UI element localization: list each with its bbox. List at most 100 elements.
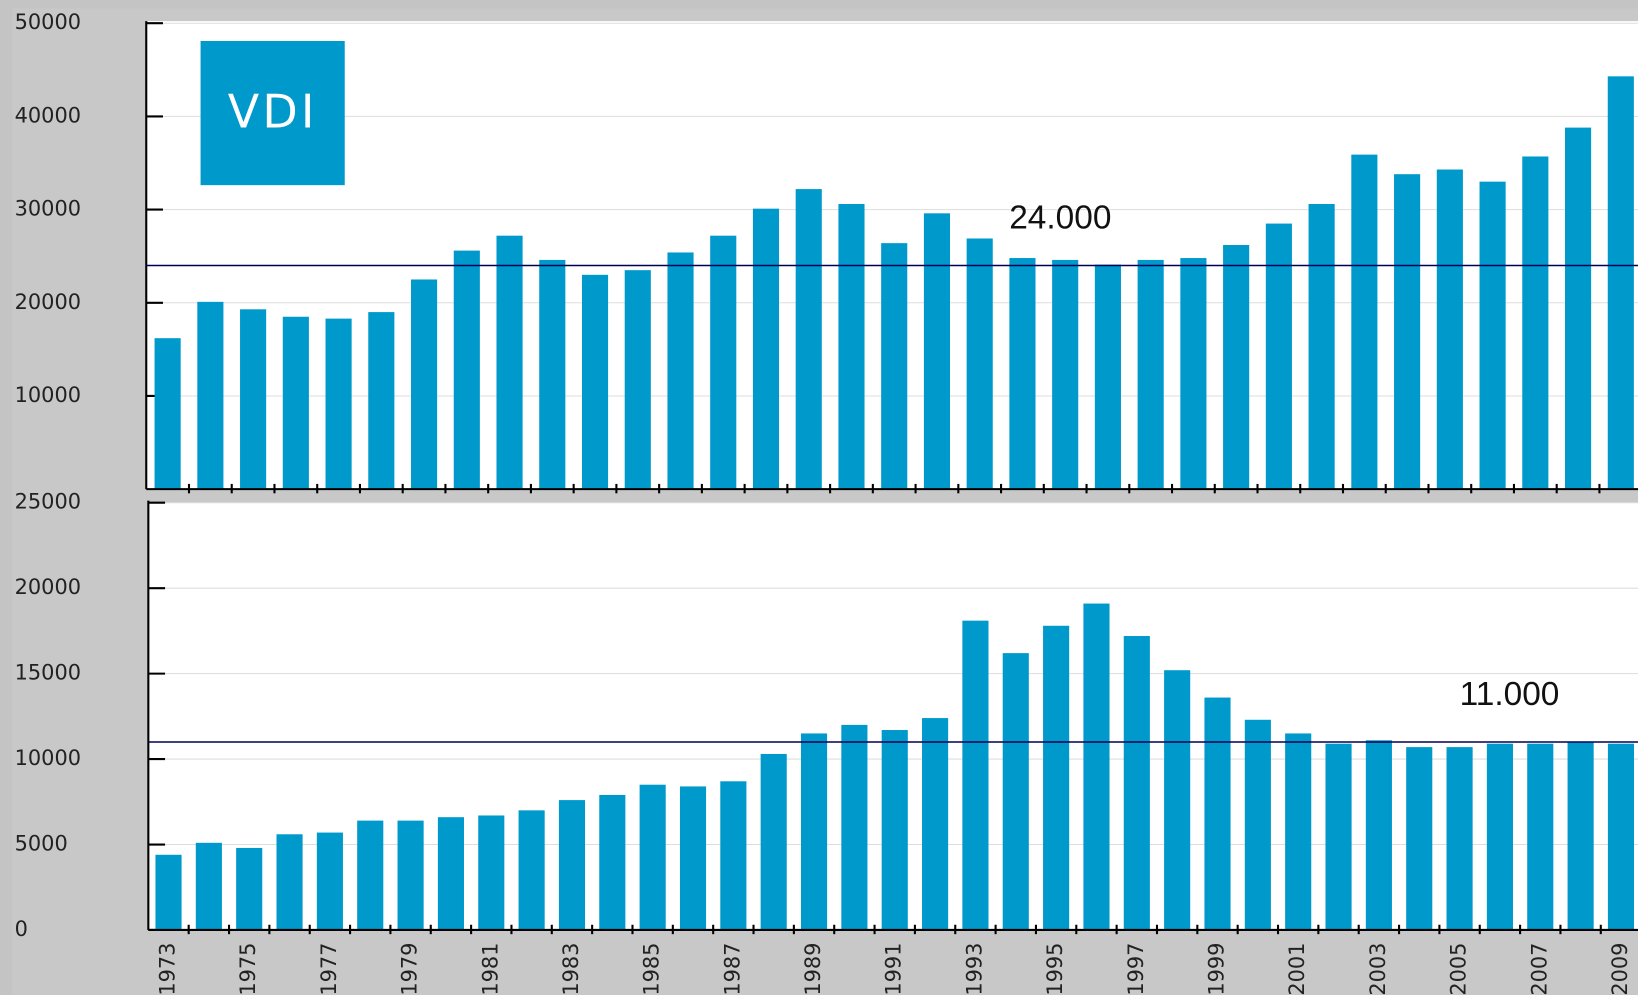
bar [881,243,908,490]
bar [411,279,438,490]
bar [1043,625,1070,930]
y-tick-label: 25000 [15,490,81,514]
y-tick-label: 0 [15,917,28,941]
bar [1204,697,1231,930]
bar [1244,719,1271,930]
bar [197,301,224,490]
x-tick-label: 1977 [317,943,341,995]
bar [881,730,908,930]
bar [1083,603,1110,930]
y-tick-label: 40000 [15,103,81,127]
bar [760,753,787,930]
bar [478,815,505,930]
x-tick-label: 1999 [1205,943,1229,995]
x-tick-label: 2001 [1285,943,1309,995]
bar [1607,743,1635,930]
bar [1446,747,1473,930]
bar [154,338,181,490]
x-tick-label: 1983 [559,943,583,995]
bar [838,204,865,490]
bar [453,250,480,490]
bar [357,820,384,930]
bar [282,316,309,490]
x-tick-label: 1991 [882,943,906,995]
bar [368,312,395,490]
bar [1052,259,1079,490]
x-tick-label: 1993 [962,943,986,995]
bar [1567,741,1594,930]
bar [624,270,651,490]
y-tick-label: 15000 [15,661,81,685]
bar [1009,258,1036,490]
bar [276,834,303,930]
x-tick-label: 1985 [640,943,664,995]
y-tick-label: 5000 [15,832,68,856]
bar [1406,747,1433,930]
x-tick-label: 2005 [1447,943,1471,995]
bar [437,817,464,930]
bar [1123,636,1150,930]
bar [1436,169,1463,490]
y-tick-label: 50000 [15,10,81,34]
bar [1137,259,1164,490]
x-tick-label: 2003 [1366,943,1390,995]
logo-text: VDI [228,85,318,139]
bar [923,213,951,490]
bar [316,832,343,930]
bar [1094,264,1121,490]
bar [1308,204,1335,490]
bar [1265,223,1292,490]
bar [581,274,609,490]
charts: 10000 20000 30000 40000 50000 24.000 0 5000 1000… [15,10,1638,995]
bar [1164,670,1191,930]
bar [599,794,626,930]
bar [236,847,263,930]
x-tick-label: 1995 [1043,943,1067,995]
x-tick-label: 1989 [801,943,825,995]
reference-label: 11.000 [1460,676,1560,713]
bar [1479,181,1506,490]
bar [325,318,352,490]
bar [1002,653,1029,930]
y-tick-label: 20000 [15,290,81,314]
x-tick-label: 2007 [1527,943,1551,995]
bar [539,259,566,490]
bar [962,620,989,930]
bar [1223,245,1250,490]
bar [966,238,993,490]
bar [1325,743,1352,930]
bar [800,733,828,930]
reference-label: 24.000 [1009,199,1111,236]
bar [155,854,182,930]
x-tick-label: 2009 [1608,943,1632,995]
bar [397,820,424,930]
bar [922,718,949,930]
bar [841,724,868,930]
y-tick-label: 10000 [15,746,81,770]
bar [1486,743,1513,930]
bar [1522,156,1549,490]
x-tick-label: 1975 [236,943,260,995]
bar [1394,174,1421,490]
y-tick-label: 20000 [15,575,81,599]
bar [240,309,267,490]
bar [1180,258,1207,490]
x-tick-label: 1987 [720,943,744,995]
bar [1365,740,1392,930]
bar [720,781,747,930]
bar [667,252,694,490]
x-tick-label: 1979 [398,943,422,995]
bar [679,786,707,930]
x-tick-label: 1997 [1124,943,1148,995]
bar [518,810,545,930]
bar [1351,154,1378,490]
bar [639,784,666,930]
x-tick-label: 1973 [156,943,180,995]
bar [795,189,822,490]
bar [710,235,737,490]
bar [1527,743,1554,930]
bar [1607,76,1634,490]
y-tick-label: 30000 [15,197,81,221]
